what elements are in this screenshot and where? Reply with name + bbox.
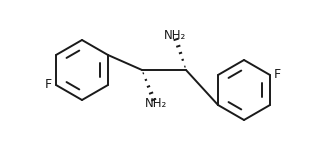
Text: F: F [274,69,281,82]
Text: F: F [45,79,52,91]
Text: NH₂: NH₂ [164,29,186,42]
Text: NH₂: NH₂ [145,97,167,110]
